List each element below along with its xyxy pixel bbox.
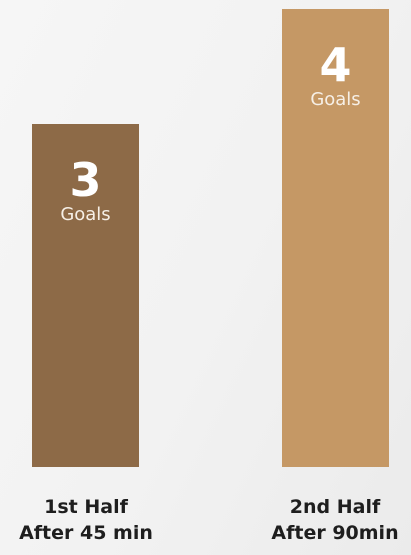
category-label: 1st Half After 45 min <box>1 494 171 546</box>
bar-2: 4 Goals <box>282 9 389 467</box>
category-label-line2: After 90min <box>271 522 399 544</box>
bar-unit-label: Goals <box>310 89 361 110</box>
category-label: 2nd Half After 90min <box>250 494 411 546</box>
category-label-line2: After 45 min <box>19 522 153 544</box>
category-label-line1: 1st Half <box>44 496 128 518</box>
category-label-line1: 2nd Half <box>289 496 381 518</box>
bar-unit-label: Goals <box>60 203 111 225</box>
bar-value-label: 4 <box>319 38 352 92</box>
bar-value-label: 3 <box>69 152 102 207</box>
bar-1: 3 Goals <box>32 123 139 467</box>
